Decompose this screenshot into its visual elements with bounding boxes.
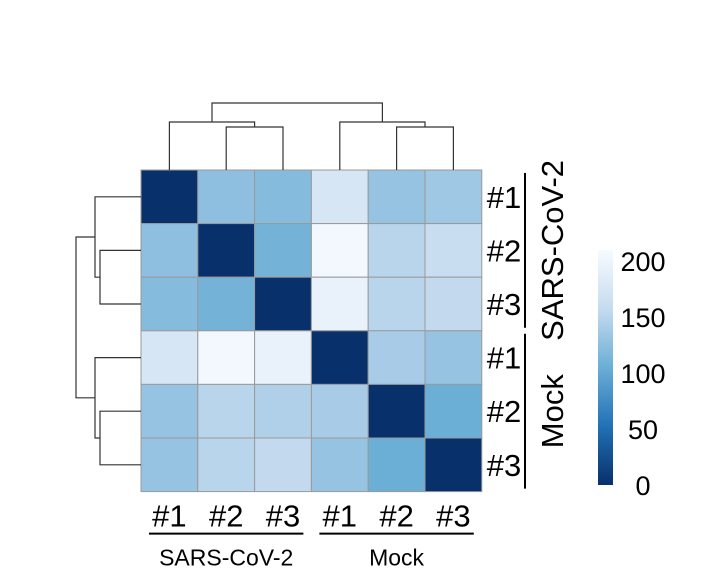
- row-label: #1: [487, 180, 521, 215]
- dendrogram-branch: [99, 249, 141, 305]
- group-annotations: SARS-CoV-2 Mock SARS-CoV-2 Mock: [149, 160, 570, 571]
- heatmap-cell: [424, 437, 483, 493]
- column-group-label: Mock: [369, 545, 424, 571]
- column-label: #2: [379, 499, 413, 534]
- heatmap-cell: [140, 383, 199, 439]
- dendrogram-branch: [396, 126, 454, 170]
- heatmap-cell: [424, 276, 483, 332]
- colorbar-tick-label: 200: [620, 247, 665, 277]
- heatmap-cell: [197, 437, 256, 493]
- heatmap-cell: [367, 383, 426, 439]
- heatmap-cell: [197, 330, 256, 385]
- heatmap-cell: [140, 437, 199, 493]
- heatmap-cell: [197, 276, 256, 332]
- dendrogram-branch: [225, 126, 284, 170]
- heatmap-cell: [310, 169, 369, 225]
- column-label: #1: [323, 499, 357, 534]
- column-label: #2: [209, 499, 243, 534]
- row-group-label: SARS-CoV-2: [535, 160, 570, 341]
- heatmap-cell: [310, 437, 369, 493]
- column-dendrogram: [168, 102, 454, 170]
- dendrogram-branch: [99, 410, 141, 466]
- column-label: #3: [436, 499, 470, 534]
- heatmap-cell: [424, 223, 483, 278]
- heatmap-cell: [367, 437, 426, 493]
- heatmap-cell: [424, 330, 483, 385]
- heatmap-cell: [367, 276, 426, 332]
- heatmap-cell: [140, 276, 199, 332]
- column-label: #1: [152, 499, 186, 534]
- row-label: #2: [487, 394, 521, 429]
- colorbar-tick-label: 100: [620, 359, 665, 389]
- row-labels: #1 #2 #3 #1 #2 #3: [487, 180, 521, 483]
- heatmap-cell: [197, 223, 256, 278]
- heatmap-cell: [367, 223, 426, 278]
- colorbar-tick-label: 50: [628, 415, 658, 445]
- dendrogram-branch: [211, 102, 383, 122]
- heatmap-cell: [254, 383, 312, 439]
- dendrogram-branch: [94, 357, 141, 439]
- colorbar-tick-label: 0: [635, 471, 650, 501]
- column-group-label: SARS-CoV-2: [159, 545, 293, 571]
- dendrogram-branch: [339, 121, 426, 170]
- row-label: #1: [487, 341, 521, 376]
- heatmap-cells: [140, 169, 483, 493]
- heatmap-cell: [424, 169, 483, 225]
- heatmap-cell: [197, 169, 256, 225]
- column-labels: #1 #2 #3 #1 #2 #3: [152, 499, 470, 534]
- heatmap-cell: [367, 169, 426, 225]
- heatmap-cell: [310, 276, 369, 332]
- heatmap-cell: [310, 330, 369, 385]
- heatmap-cell: [140, 330, 199, 385]
- row-dendrogram: [75, 196, 141, 466]
- heatmap-cell: [367, 330, 426, 385]
- dendrogram-branch: [168, 121, 256, 170]
- heatmap-cell: [140, 223, 199, 278]
- colorbar-tick-label: 150: [620, 303, 665, 333]
- row-label: #2: [487, 233, 521, 268]
- heatmap-cell: [254, 276, 312, 332]
- row-group-label: Mock: [535, 374, 570, 449]
- heatmap-cell: [254, 437, 312, 493]
- dendrogram-branch: [94, 196, 141, 278]
- row-label: #3: [487, 448, 521, 483]
- heatmap-cell: [310, 223, 369, 278]
- column-label: #3: [266, 499, 300, 534]
- dendrogram-branch: [75, 236, 95, 399]
- heatmap-cell: [254, 169, 312, 225]
- heatmap-cell: [197, 383, 256, 439]
- heatmap-cell: [424, 383, 483, 439]
- colorbar: 0 50 100 150 200: [598, 247, 666, 501]
- heatmap-cell: [254, 223, 312, 278]
- colorbar-gradient: [598, 250, 613, 485]
- heatmap-cell: [254, 330, 312, 385]
- heatmap-cell: [140, 169, 199, 225]
- row-label: #3: [487, 287, 521, 322]
- heatmap-cell: [310, 383, 369, 439]
